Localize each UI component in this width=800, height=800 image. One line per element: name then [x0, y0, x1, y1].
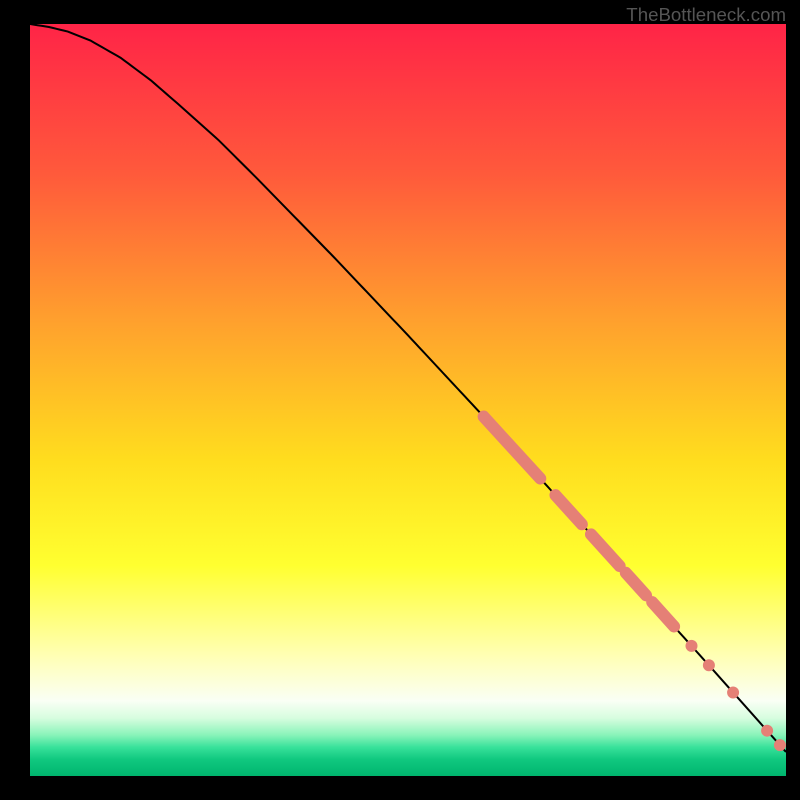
marker-dot	[727, 686, 739, 698]
marker-dot	[774, 739, 786, 751]
plot-area	[30, 24, 786, 776]
marker-pill	[547, 487, 590, 533]
chart-overlay-svg	[30, 24, 786, 776]
trend-curve	[30, 24, 786, 752]
marker-dot	[703, 659, 715, 671]
marker-dot	[686, 640, 698, 652]
marker-pill	[644, 594, 683, 635]
chart-stage: TheBottleneck.com	[0, 0, 800, 800]
marker-dot	[761, 725, 773, 737]
marker-pill	[475, 408, 549, 487]
watermark-text: TheBottleneck.com	[626, 4, 786, 26]
marker-pill	[582, 526, 628, 575]
